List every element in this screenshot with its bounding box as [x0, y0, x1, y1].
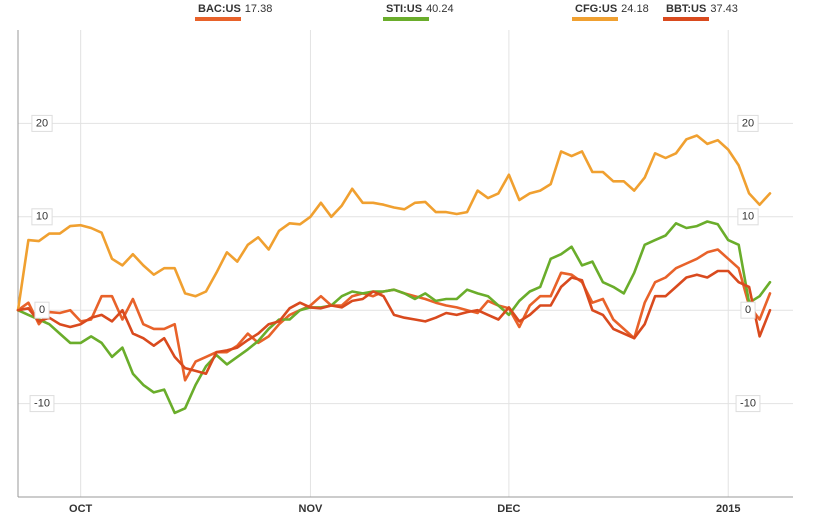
y-tick-label: 10: [36, 211, 48, 223]
series-line: [16, 220, 772, 415]
legend-price: 17.38: [245, 3, 273, 15]
x-tick-label: NOV: [299, 503, 324, 515]
x-tick-label: OCT: [69, 503, 93, 515]
legend-swatch: [663, 17, 709, 21]
y-tick-box: [740, 301, 756, 319]
y-tick-label: -10: [34, 398, 50, 410]
y-tick-box: [31, 114, 53, 132]
y-tick-label: -10: [740, 398, 756, 410]
legend-price: 40.24: [426, 3, 454, 15]
x-tick-label: DEC: [497, 503, 520, 515]
y-tick-box: [29, 395, 55, 413]
legend-name: BAC:US: [198, 3, 241, 15]
legend-name: BBT:US: [666, 3, 706, 15]
series-line: [16, 269, 772, 375]
y-tick-label: 0: [39, 304, 45, 316]
legend-item: BBT:US 37.43: [663, 3, 738, 21]
y-tick-label: 10: [742, 211, 754, 223]
legend-swatch: [572, 17, 618, 21]
y-tick-box: [737, 114, 759, 132]
y-tick-box: [735, 395, 761, 413]
legend-name: STI:US: [386, 3, 422, 15]
legend-swatch: [195, 17, 241, 21]
y-tick-label: 20: [742, 117, 754, 129]
legend-item: CFG:US 24.18: [572, 3, 649, 21]
y-tick-box: [34, 301, 50, 319]
legend-price: 37.43: [710, 3, 738, 15]
y-tick-label: 20: [36, 117, 48, 129]
legend-swatch: [383, 17, 429, 21]
y-tick-label: 0: [745, 304, 751, 316]
x-tick-label: 2015: [716, 503, 740, 515]
legend-item: STI:US 40.24: [383, 3, 454, 21]
legend-price: 24.18: [621, 3, 649, 15]
y-tick-box: [31, 208, 53, 226]
y-tick-box: [737, 208, 759, 226]
series-line: [16, 134, 772, 312]
legend-name: CFG:US: [575, 3, 617, 15]
legend-item: BAC:US 17.38: [195, 3, 272, 21]
